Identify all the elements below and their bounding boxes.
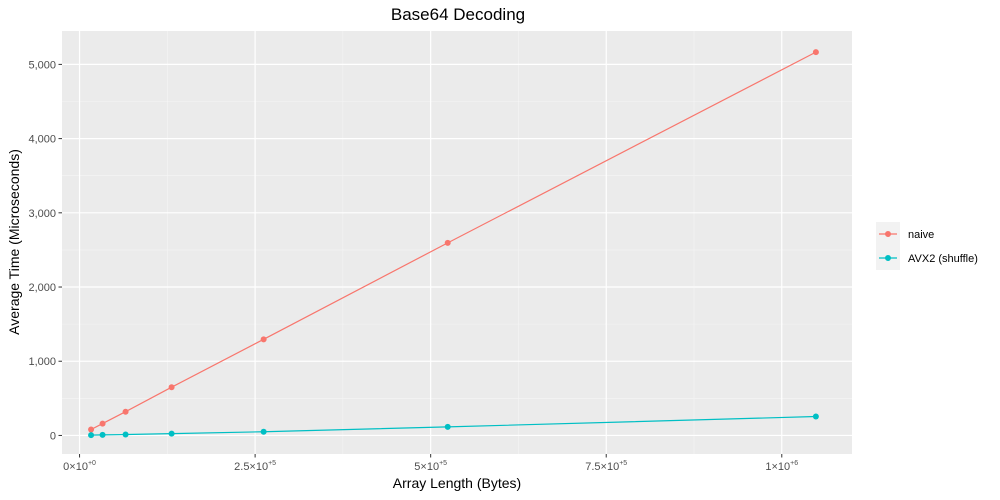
y-tick-label: 0	[50, 430, 56, 442]
y-axis-title: Average Time (Microseconds)	[6, 149, 22, 335]
y-tick-labels: 0 1,000 2,000 3,000 4,000 5,000	[28, 59, 56, 442]
data-point	[122, 431, 129, 438]
data-point	[122, 408, 129, 415]
data-point	[99, 420, 106, 427]
grid-major	[62, 31, 852, 454]
legend-label: AVX2 (shuffle)	[908, 253, 978, 265]
data-point	[260, 336, 267, 343]
data-point	[99, 431, 106, 438]
y-tick-label: 2,000	[28, 282, 56, 294]
legend-key-point	[885, 255, 891, 261]
axis-ticks	[58, 63, 783, 458]
data-point	[812, 49, 819, 56]
legend: naive AVX2 (shuffle)	[876, 222, 978, 270]
x-tick-label: 0×10+0	[63, 460, 96, 473]
x-tick-label: 2.5×10+5	[234, 460, 276, 473]
y-tick-label: 3,000	[28, 208, 56, 220]
x-tick-labels: 0×10+0 2.5×10+5 5×10+5 7.5×10+5 1×10+6	[63, 460, 798, 473]
y-tick-label: 4,000	[28, 134, 56, 146]
data-point	[88, 426, 95, 433]
data-point	[444, 239, 451, 246]
data-point	[260, 428, 267, 435]
legend-label: naive	[908, 229, 934, 241]
x-axis-title: Array Length (Bytes)	[393, 475, 521, 491]
y-tick-label: 1,000	[28, 356, 56, 368]
legend-key-background	[876, 222, 900, 270]
y-tick-label: 5,000	[28, 59, 56, 71]
data-point	[88, 432, 95, 439]
chart-title: Base64 Decoding	[391, 5, 525, 24]
x-tick-label: 1×10+6	[765, 460, 798, 473]
x-tick-label: 5×10+5	[414, 460, 447, 473]
data-point	[812, 413, 819, 420]
legend-key-point	[885, 231, 891, 237]
data-point	[444, 423, 451, 430]
data-point	[168, 430, 175, 437]
series-layer	[88, 49, 819, 439]
x-tick-label: 7.5×10+5	[585, 460, 627, 473]
data-point	[168, 384, 175, 391]
